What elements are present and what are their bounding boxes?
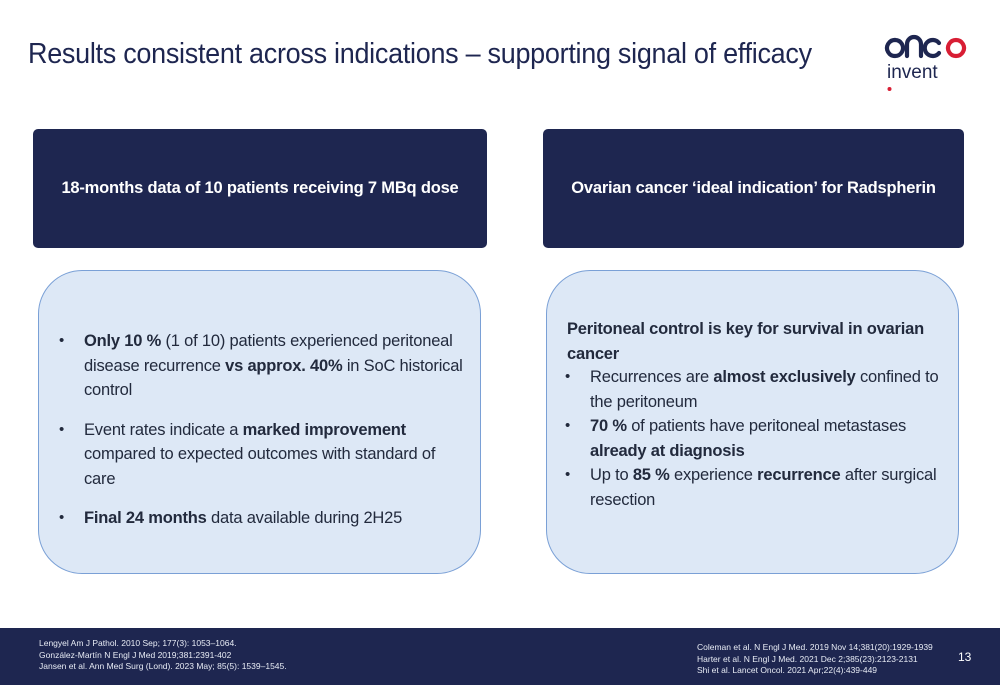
- bullet-item: Up to 85 % experience recurrence after s…: [565, 463, 945, 512]
- bullet-emphasis: recurrence: [757, 466, 841, 484]
- reference-item: Lengyel Am J Pathol. 2010 Sep; 177(3): 1…: [39, 638, 237, 648]
- right-panel-content: Peritoneal control is key for survival i…: [546, 270, 959, 574]
- bullet-emphasis: 70 %: [590, 417, 627, 435]
- reference-item: Jansen et al. Ann Med Surg (Lond). 2023 …: [39, 661, 287, 671]
- footer-bar: Lengyel Am J Pathol. 2010 Sep; 177(3): 1…: [0, 628, 1000, 685]
- bullet-item: Recurrences are almost exclusively confi…: [565, 365, 945, 414]
- bullet-text: data available during 2H25: [206, 509, 403, 527]
- logo-wordmark: invent: [887, 62, 938, 83]
- logo-letter-c: [922, 37, 942, 59]
- references-right: Coleman et al. N Engl J Med. 2019 Nov 14…: [697, 642, 933, 677]
- bullet-text: confined to the peritoneum: [590, 368, 939, 411]
- right-panel-heading: Peritoneal control is key for survival i…: [567, 320, 924, 363]
- bullet-text: Event rates indicate a: [84, 420, 243, 439]
- left-panel-header: 18-months data of 10 patients receiving …: [33, 129, 487, 248]
- reference-item: Coleman et al. N Engl J Med. 2019 Nov 14…: [697, 642, 933, 652]
- right-bullet-list: Recurrences are almost exclusively confi…: [565, 365, 945, 512]
- page-number: 13: [958, 650, 972, 664]
- bullet-text: compared to expected outcomes with stand…: [84, 445, 436, 488]
- right-panel-header: Ovarian cancer ‘ideal indication’ for Ra…: [543, 129, 964, 248]
- left-panel-content: Only 10 % (1 of 10) patients experienced…: [38, 270, 481, 574]
- bullet-item: Event rates indicate a marked improvemen…: [59, 418, 469, 492]
- reference-item: Shi et al. Lancet Oncol. 2021 Apr;22(4):…: [697, 665, 878, 675]
- bullet-text: Recurrences are: [590, 368, 714, 386]
- bullet-emphasis: Only 10 %: [84, 332, 162, 350]
- bullet-text: (1 of 10) patients experienced peritonea…: [84, 332, 453, 375]
- bullet-text: Up to: [590, 466, 633, 484]
- logo-dot-icon: [887, 87, 892, 91]
- references-left: Lengyel Am J Pathol. 2010 Sep; 177(3): 1…: [39, 638, 287, 673]
- logo-letter-o2: [945, 37, 967, 59]
- logo-letter-n: [904, 34, 924, 59]
- bullet-emphasis: vs approx. 40%: [225, 356, 343, 375]
- reference-item: González-Martín N Engl J Med 2019;381:23…: [39, 649, 232, 660]
- bullet-emphasis: Final 24 months: [84, 509, 207, 527]
- left-panel-header-text: 18-months data of 10 patients receiving …: [61, 179, 459, 197]
- left-bullet-list: Only 10 % (1 of 10) patients experienced…: [59, 329, 469, 546]
- bullet-text: experience: [669, 466, 758, 484]
- oncoinvent-logo: invent: [884, 32, 976, 94]
- bullet-item: Final 24 months data available during 2H…: [59, 506, 469, 531]
- bullet-emphasis: 85 %: [632, 466, 670, 484]
- bullet-text: of patients have peritoneal metastases: [626, 417, 907, 435]
- bullet-emphasis: already at diagnosis: [590, 441, 745, 460]
- slide-title: Results consistent across indications – …: [28, 38, 812, 70]
- bullet-item: 70 % of patients have peritoneal metasta…: [565, 414, 945, 463]
- bullet-text: after surgical resection: [590, 466, 937, 509]
- bullet-emphasis: marked improvement: [242, 420, 406, 439]
- bullet-text: in SoC historical control: [84, 356, 463, 400]
- logo-letter-o1: [884, 37, 906, 59]
- bullet-emphasis: almost exclusively: [713, 368, 856, 386]
- bullet-item: Only 10 % (1 of 10) patients experienced…: [59, 329, 469, 403]
- right-panel-header-text: Ovarian cancer ‘ideal indication’ for Ra…: [571, 179, 936, 197]
- reference-item: Harter et al. N Engl J Med. 2021 Dec 2;3…: [697, 653, 918, 664]
- oncoinvent-logo-mark: invent: [884, 34, 967, 91]
